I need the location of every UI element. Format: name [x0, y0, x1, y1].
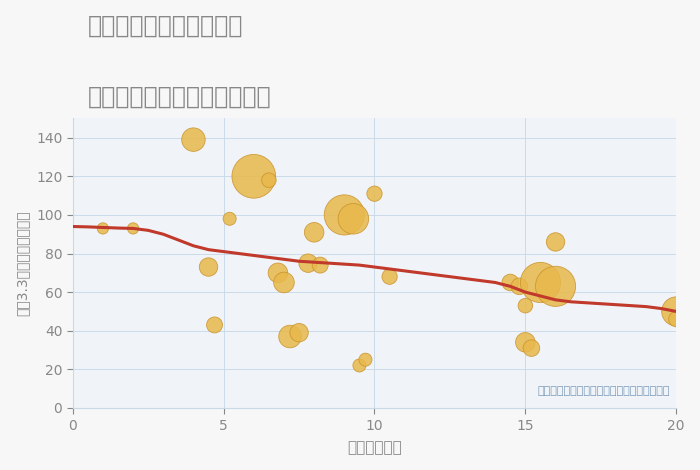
Point	[224, 215, 235, 222]
Text: 駅距離別中古マンション価格: 駅距離別中古マンション価格	[88, 85, 271, 109]
Point	[309, 228, 320, 236]
Point	[209, 321, 220, 329]
Point	[677, 337, 688, 344]
Text: 奈良県奈良市大豆山町の: 奈良県奈良市大豆山町の	[88, 14, 243, 38]
Point	[284, 333, 295, 340]
Point	[272, 269, 284, 276]
Point	[550, 238, 561, 246]
Point	[127, 225, 139, 232]
Point	[520, 338, 531, 346]
Point	[263, 176, 274, 184]
Point	[279, 279, 290, 286]
Point	[302, 259, 314, 267]
X-axis label: 駅距離（分）: 駅距離（分）	[347, 440, 402, 455]
Point	[293, 329, 304, 337]
Point	[339, 211, 350, 219]
Point	[671, 315, 682, 323]
Point	[97, 225, 108, 232]
Point	[550, 282, 561, 290]
Point	[384, 273, 395, 281]
Y-axis label: 坪（3.3㎡）単価（万円）: 坪（3.3㎡）単価（万円）	[15, 211, 29, 316]
Text: 円の大きさは、取引のあった物件面積を示す: 円の大きさは、取引のあった物件面積を示す	[538, 386, 670, 396]
Point	[535, 279, 546, 286]
Point	[520, 302, 531, 309]
Point	[314, 261, 326, 269]
Point	[354, 362, 365, 369]
Point	[526, 345, 537, 352]
Point	[505, 279, 516, 286]
Point	[203, 263, 214, 271]
Point	[369, 190, 380, 197]
Point	[188, 136, 199, 143]
Point	[348, 215, 359, 222]
Point	[360, 356, 371, 363]
Point	[514, 282, 525, 290]
Point	[248, 172, 260, 180]
Point	[671, 308, 682, 315]
